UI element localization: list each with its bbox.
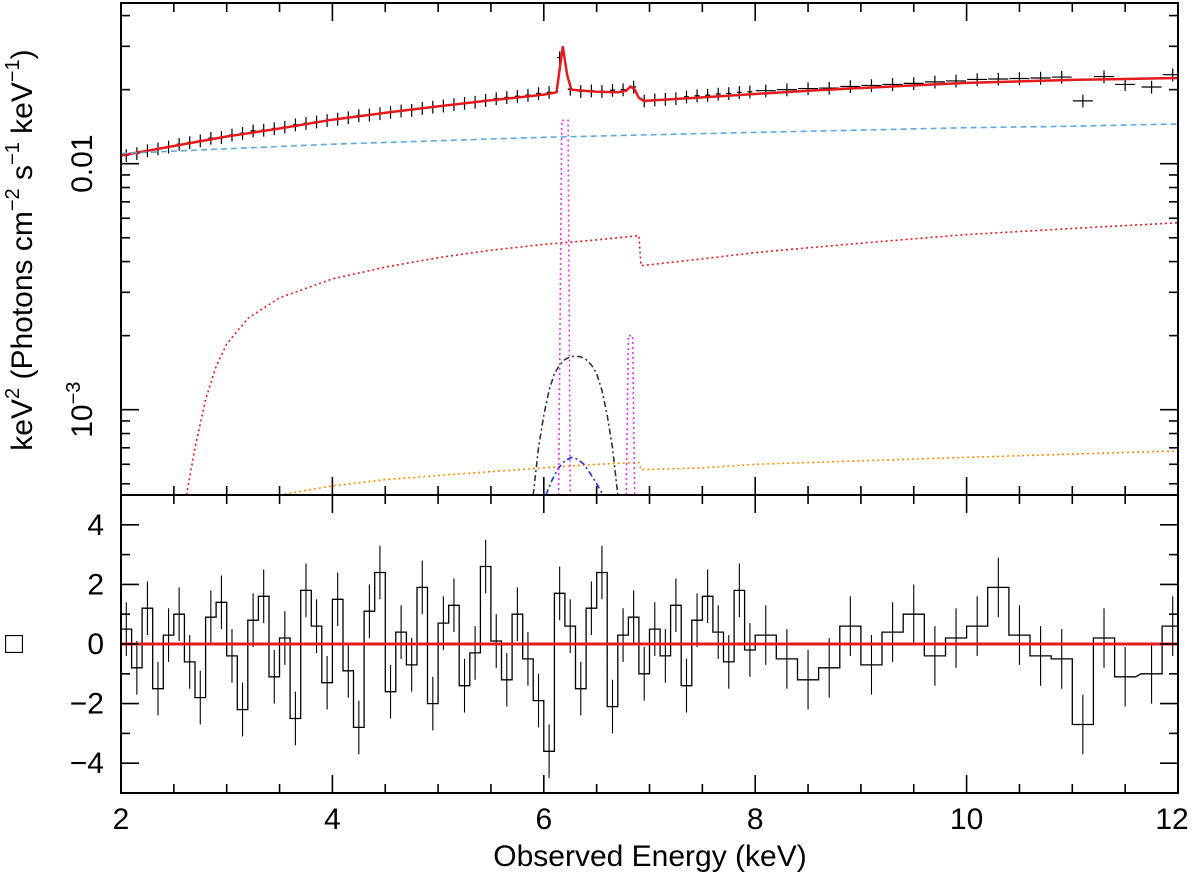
spectrum-ytick-label: 0.01 <box>66 135 99 193</box>
xtick-label: 12 <box>1155 803 1188 836</box>
residual-ytick-label: −4 <box>70 747 104 780</box>
spectrum-series-group <box>121 46 1178 495</box>
xtick-label: 2 <box>113 803 130 836</box>
xtick-label: 6 <box>535 803 552 836</box>
residual-ytick-label: −2 <box>70 688 104 721</box>
xtick-labels: 2 4 6 8 10 12 <box>113 803 1189 836</box>
model-component-line <box>545 456 604 495</box>
model-component-line <box>121 123 1178 155</box>
spectrum-ylabel: keV2 (Photons cm−2 s−1 keV−1) <box>2 49 39 450</box>
spectrum-panel: 0.01 10−3 keV2 (Photons cm−2 s−1 keV−1) <box>2 2 1179 496</box>
residual-ytick-label: 0 <box>87 628 104 661</box>
residual-ytick-labels: −4 −2 0 2 4 <box>70 509 104 780</box>
residual-ytick-label: 2 <box>87 568 104 601</box>
residual-plot-frame <box>120 494 1179 794</box>
residual-panel: −4 −2 0 2 4 2 4 6 8 10 12 □ Observed Energy (keV) <box>5 494 1189 873</box>
xtick-label: 8 <box>747 803 764 836</box>
residual-series-group <box>121 539 1178 779</box>
model-component-line <box>625 334 636 495</box>
model-component-line <box>121 46 1178 157</box>
residual-step-line <box>121 565 1178 752</box>
xtick-label: 10 <box>950 803 983 836</box>
spectrum-ytick-labels: 0.01 10−3 <box>63 135 99 438</box>
model-component-line <box>557 119 571 495</box>
model-component-line <box>185 222 1178 495</box>
model-component-line <box>279 450 1178 495</box>
model-component-line <box>532 355 619 495</box>
xtick-label: 4 <box>324 803 341 836</box>
spectrum-ytick-label: 10−3 <box>63 382 99 438</box>
residual-ylabel: □ <box>5 627 24 660</box>
x-axis-title: Observed Energy (keV) <box>493 840 806 873</box>
residual-ytick-label: 4 <box>87 509 104 542</box>
